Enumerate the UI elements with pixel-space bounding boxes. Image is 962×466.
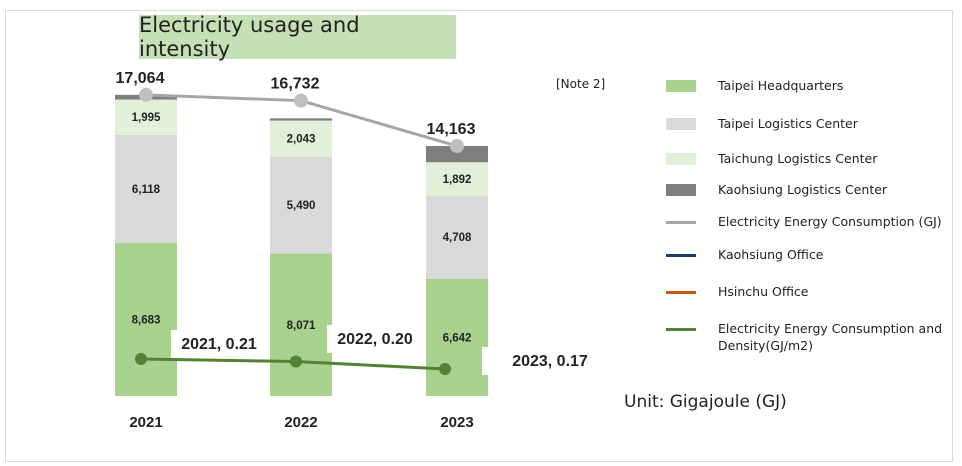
data-label-taipei-logistics-2023: 4,708 (443, 232, 472, 244)
density-value-label-2021: 2021, 0.21 (181, 336, 257, 353)
data-label-taichung-logistics-2022: 2,043 (287, 134, 316, 146)
energy-value-label-2021: 17,064 (116, 70, 165, 87)
x-tick-label-2022: 2022 (284, 414, 317, 431)
data-label-taipei-logistics-2022: 5,490 (287, 200, 316, 212)
legend-swatch (666, 221, 696, 224)
x-tick-label-2021: 2021 (129, 414, 162, 431)
density-value-label-2022: 2022, 0.20 (337, 331, 413, 348)
density-label-box-2022 (327, 325, 423, 353)
legend-swatch (666, 291, 696, 294)
chart-title: Electricity usage and intensity (139, 13, 456, 61)
bar-taipei-logistics-2022 (270, 156, 332, 254)
legend-swatch (666, 153, 696, 165)
bar-taipei-logistics-2021 (115, 134, 177, 243)
legend-swatch (666, 254, 696, 257)
legend-swatch (666, 184, 696, 196)
density-label-box-2021 (171, 330, 267, 358)
legend-swatch (666, 118, 696, 130)
data-label-taipei-logistics-2021: 6,118 (132, 184, 161, 196)
note-label: [Note 2] (556, 77, 606, 91)
energy-value-label-2023: 14,163 (427, 121, 476, 138)
bar-taichung-logistics-2021 (115, 99, 177, 135)
energy-value-label-2022: 16,732 (271, 76, 320, 93)
bar-taipei-hq-2022 (270, 253, 332, 396)
data-label-taichung-logistics-2021: 1,995 (132, 112, 161, 124)
data-label-taichung-logistics-2023: 1,892 (443, 174, 472, 186)
density-point-2021 (135, 353, 147, 365)
legend-label: Taipei Headquarters (718, 78, 844, 93)
bar-taichung-logistics-2022 (270, 120, 332, 157)
bar-taipei-hq-2021 (115, 242, 177, 396)
legend-label: Electricity Energy Consumption (GJ) (718, 214, 942, 229)
legend-swatch (666, 328, 696, 331)
chart-legend: Taipei Headquarters Taipei Logistics Cent… (666, 0, 956, 466)
legend-label: Taipei Logistics Center (718, 116, 858, 131)
data-label-taipei-hq-2023: 6,642 (443, 332, 472, 344)
energy-point-2022 (294, 93, 308, 108)
bar-taipei-hq-2023 (426, 278, 488, 396)
legend-label: Hsinchu Office (718, 284, 809, 299)
legend-label: Kaohsiung Logistics Center (718, 182, 888, 197)
density-label-box-2023 (482, 347, 618, 375)
chart-frame (5, 10, 953, 462)
density-point-2023 (439, 363, 451, 375)
data-label-taipei-hq-2022: 8,071 (287, 320, 316, 332)
energy-point-2023 (450, 139, 464, 154)
legend-swatch (666, 80, 696, 92)
bar-taipei-logistics-2023 (426, 195, 488, 279)
bar-kaohsiung-logistics-2023 (426, 146, 488, 163)
density-point-2022 (290, 355, 302, 368)
density-value-label-2023: 2023, 0.17 (512, 353, 588, 370)
bar-taichung-logistics-2023 (426, 162, 488, 196)
bar-kaohsiung-logistics-2022 (270, 118, 332, 121)
unit-label: Unit: Gigajoule (GJ) (624, 392, 787, 412)
data-label-taipei-hq-2021: 8,683 (132, 314, 161, 326)
x-tick-label-2023: 2023 (440, 414, 473, 431)
legend-label: Electricity Energy Consumption and Densi… (718, 321, 943, 353)
energy-point-2021 (139, 87, 153, 102)
legend-label: Taichung Logistics Center (718, 151, 878, 166)
legend-label: Kaohsiung Office (718, 247, 824, 262)
